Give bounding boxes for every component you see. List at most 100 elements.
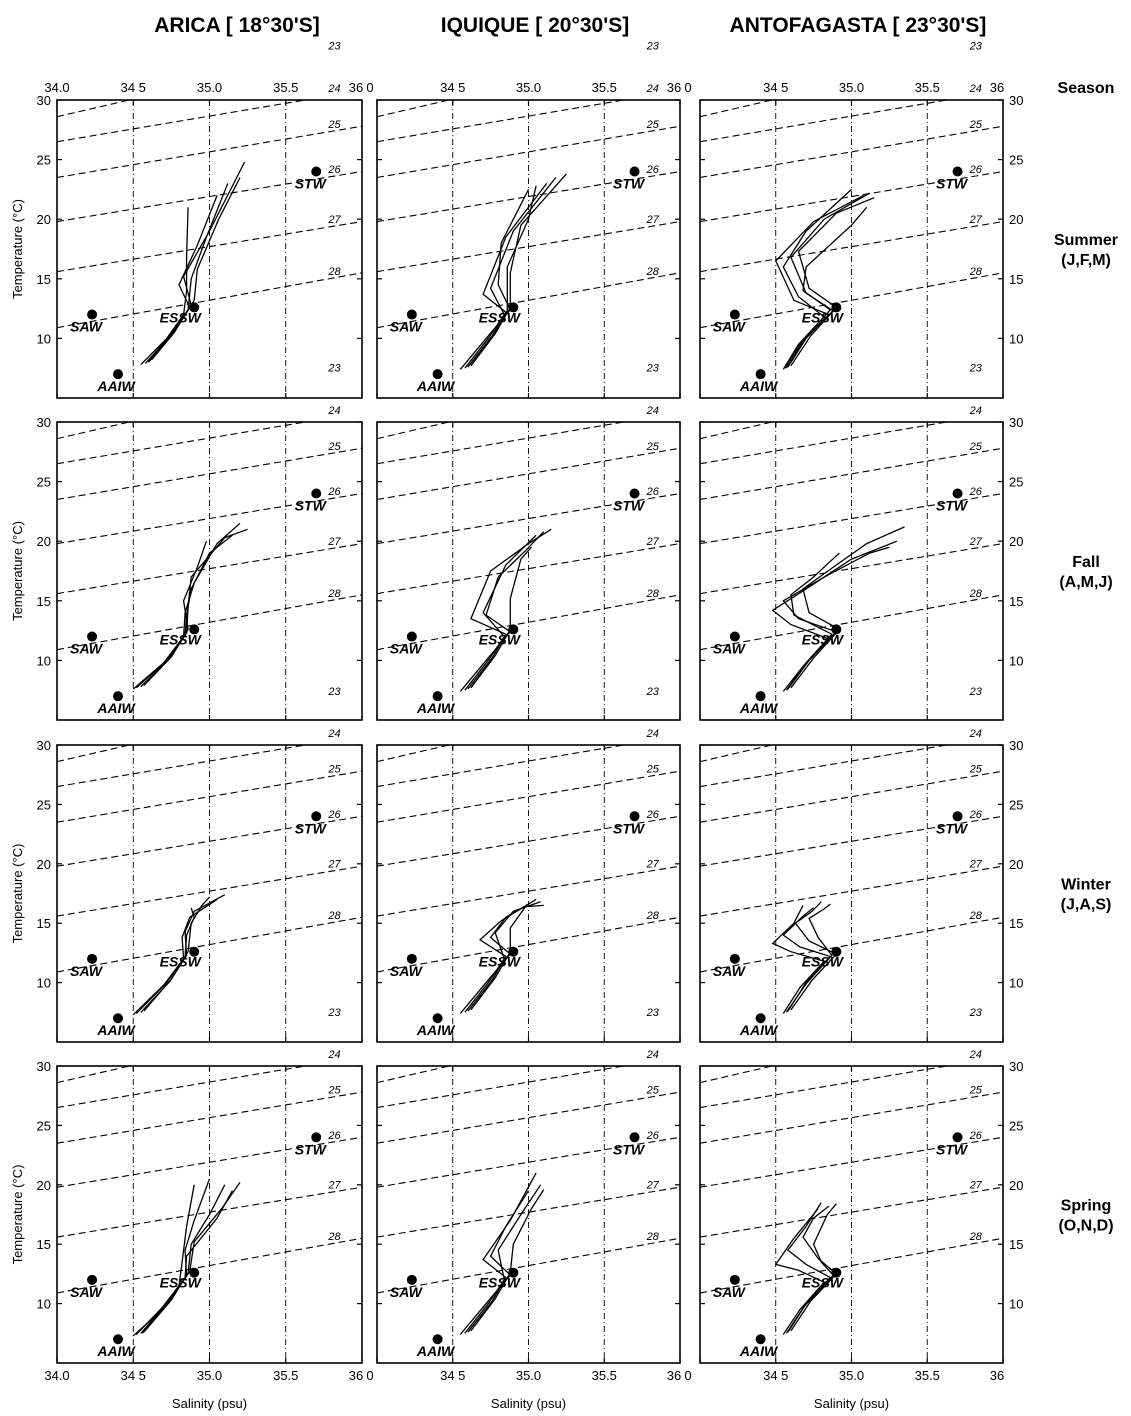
ts-profile-line: [785, 1203, 837, 1334]
y-tick-label: 15: [37, 272, 51, 287]
isopycnal-line: [57, 492, 362, 545]
water-mass-point: [629, 811, 640, 822]
y-tick-label: 10: [1009, 976, 1023, 991]
isopycnal-label: 24: [646, 83, 659, 95]
y-tick-label: 25: [1009, 1118, 1023, 1133]
panel-iquique-summer: 23 24 25 26 27 28 STW SAW ESSW AAIW 34 5 35.0 35.5 36…: [376, 41, 692, 399]
isopycnal-label: 27: [969, 1180, 983, 1192]
x-tick-label: 34 5: [121, 80, 146, 95]
ts-profile-line: [132, 522, 241, 690]
water-mass-label: SAW: [713, 1284, 747, 1300]
season-labels: Season Summer (J,F,M) Fall (A,M,J) Winter (J,A…: [1054, 80, 1118, 1235]
ts-profile-line: [771, 905, 826, 1014]
water-mass-label: SAW: [713, 641, 747, 657]
y-tick-label: 20: [1009, 857, 1023, 872]
y-tick-label: 30: [37, 1059, 51, 1074]
x-tick-label: 35.0: [516, 80, 541, 95]
ts-profile-line: [467, 528, 552, 690]
x-tick-label: 36: [349, 80, 363, 95]
water-mass-point: [87, 309, 98, 320]
water-mass-label: SAW: [713, 963, 747, 979]
x-tick-label: 35.0: [839, 1368, 864, 1383]
water-mass-point: [432, 691, 443, 702]
water-mass-point: [87, 631, 98, 642]
y-tick-label: 15: [1009, 594, 1023, 609]
isopycnal-label: 27: [327, 1180, 341, 1192]
panel-antofagasta-fall: 23 24 25 26 27 28 STW SAW ESSW AAIW 10 15 20 25 30: [699, 363, 1023, 721]
isopycnal-line: [377, 865, 680, 917]
isopycnal-label: 24: [327, 405, 340, 417]
isopycnal-label: 28: [327, 1231, 341, 1243]
water-mass-label: STW: [295, 1141, 328, 1157]
isopycnal-line: [377, 543, 680, 595]
isopycnal-label: 23: [327, 41, 341, 53]
water-mass-label: STW: [613, 820, 646, 836]
panel-iquique-spring: 23 24 25 26 27 28 STW SAW ESSW AAIW 34 5 35.0 35.5 36…: [376, 1007, 692, 1383]
isopycnal-label: 27: [969, 536, 983, 548]
isopycnal-label: 27: [969, 214, 983, 226]
isopycnal-label: 24: [327, 1049, 340, 1061]
ts-profile-line: [785, 552, 840, 691]
water-mass-label: ESSW: [160, 631, 203, 647]
isopycnal-line: [57, 1066, 309, 1109]
water-mass-point: [755, 369, 766, 380]
isopycnal-label: 23: [646, 1007, 660, 1019]
isopycnal-label: 28: [327, 910, 341, 922]
isopycnal-line: [377, 492, 680, 545]
y-tick-label: 25: [37, 153, 51, 168]
water-mass-label: AAIW: [416, 1343, 456, 1359]
ts-profile-line: [143, 540, 208, 686]
column-title: ARICA [ 18°30'S]: [154, 14, 320, 37]
season-header: Season: [1058, 80, 1115, 97]
x-tick-label: 34 5: [763, 1368, 788, 1383]
panel-iquique-fall: 23 24 25 26 27 28 STW SAW ESSW AAIW: [376, 363, 681, 721]
water-mass-label: ESSW: [160, 1275, 203, 1291]
x-tick-label: 35.0: [516, 1368, 541, 1383]
ts-profile-line: [775, 194, 864, 368]
water-mass-point: [831, 946, 842, 957]
ts-profile-line: [470, 904, 544, 1011]
y-tick-label: 30: [37, 93, 51, 108]
water-mass-point: [311, 1132, 322, 1143]
isopycnal-line: [57, 125, 362, 179]
isopycnal-label: 26: [969, 486, 983, 498]
isopycnal-line: [57, 1136, 362, 1188]
isopycnal-label: 26: [646, 809, 660, 821]
isopycnal-line: [377, 1136, 680, 1188]
y-tick-label: 30: [37, 415, 51, 430]
ts-profile-line: [464, 901, 541, 1013]
isopycnal-label: 28: [969, 1231, 983, 1243]
isopycnal-label: 28: [646, 266, 660, 278]
water-mass-point: [113, 369, 123, 380]
water-mass-label: SAW: [713, 319, 747, 335]
isopycnal-label: 25: [646, 441, 660, 453]
isopycnal-line: [700, 815, 1003, 867]
x-tick-label: 34 5: [440, 1368, 465, 1383]
isopycnal-label: 25: [969, 119, 983, 131]
water-mass-label: SAW: [70, 319, 104, 335]
season-months: (J,A,S): [1061, 897, 1112, 914]
panel-arica-winter: 23 24 25 26 27 28 STW SAW ESSW AAIW 10 15 20 25 30: [37, 686, 363, 1043]
isopycnal-line: [377, 272, 680, 329]
x-tick-label: 35.0: [197, 1368, 222, 1383]
y-tick-label: 20: [37, 212, 51, 227]
isopycnal-label: 28: [646, 1231, 660, 1243]
ts-profile-line: [135, 1190, 233, 1335]
ts-profile-line: [790, 901, 838, 1011]
water-mass-label: ESSW: [802, 1275, 845, 1291]
isopycnal-line: [377, 1237, 680, 1294]
water-mass-label: AAIW: [416, 700, 456, 716]
isopycnal-line: [57, 745, 309, 788]
water-mass-label: AAIW: [739, 1343, 779, 1359]
panel-antofagasta-spring: 23 24 25 26 27 28 STW SAW ESSW AAIW 34 5 35.0 35.5 36…: [699, 1007, 1023, 1383]
isopycnal-label: 25: [969, 764, 983, 776]
isopycnal-line: [377, 125, 680, 179]
x-axis-label: Salinity (psu): [814, 1396, 889, 1411]
ts-profile-line: [464, 534, 537, 691]
isopycnal-label: 26: [327, 486, 341, 498]
water-mass-label: ESSW: [160, 954, 203, 970]
y-tick-label: 15: [37, 916, 51, 931]
panel-arica-spring: 23 24 25 26 27 28 STW SAW ESSW AAIW 34.0 34 5 35.0 35…: [37, 1007, 374, 1383]
x-tick-label: 35.0: [839, 80, 864, 95]
